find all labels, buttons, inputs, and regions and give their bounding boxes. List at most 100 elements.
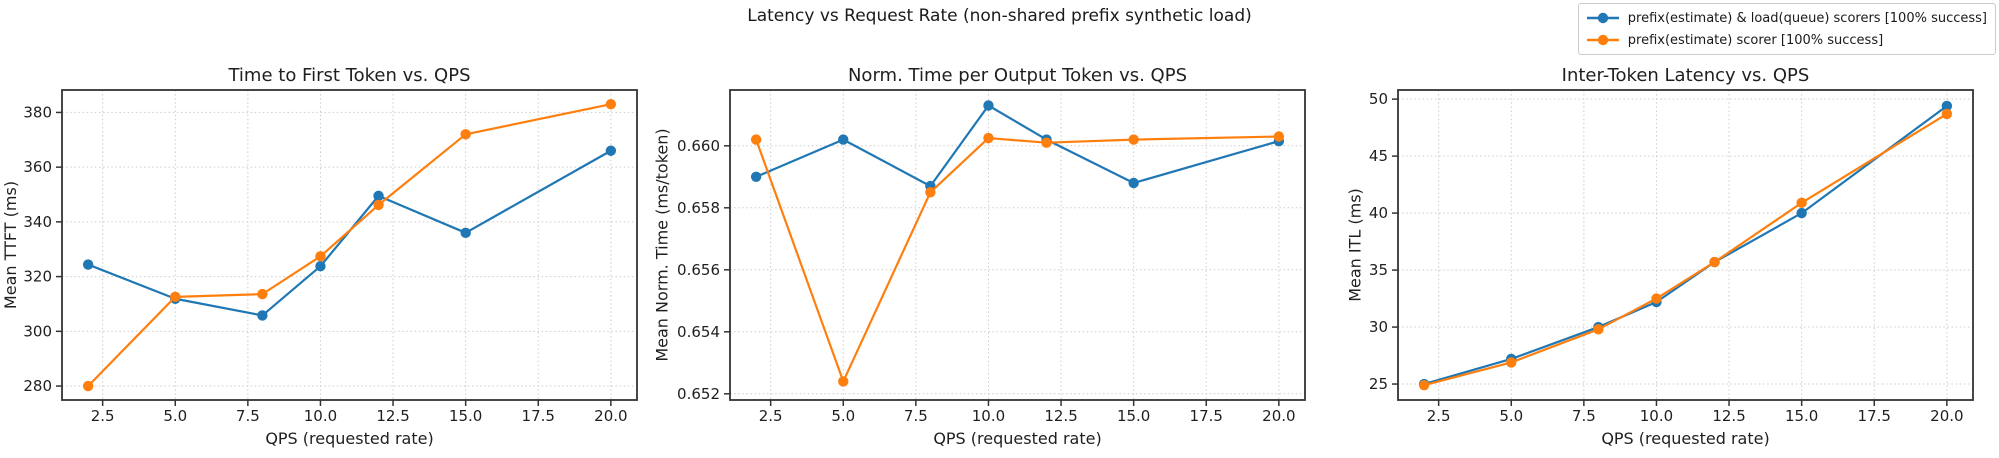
y-tick-label: 30: [1369, 318, 1388, 336]
legend-label: prefix(estimate) & load(queue) scorers […: [1627, 10, 1987, 26]
data-point-marker: [1273, 131, 1285, 142]
x-tick-label: 7.5: [236, 407, 260, 425]
y-tick-label: 0.660: [677, 137, 720, 155]
data-point-marker: [1593, 324, 1604, 335]
x-tick-label: 20.0: [1930, 407, 1963, 425]
data-point-marker: [315, 251, 326, 262]
y-tick-label: 320: [23, 268, 52, 286]
data-point-marker: [257, 288, 268, 300]
y-tick-label: 0.658: [677, 199, 720, 217]
data-point-marker: [983, 100, 994, 111]
data-point-marker: [1506, 357, 1517, 368]
y-tick-label: 280: [23, 377, 52, 395]
x-tick-label: 17.5: [1190, 407, 1223, 425]
x-tick-label: 2.5: [91, 407, 115, 425]
subplot-itl: 2.5 5.0 7.5 10.0 12.5 15.0 17.5 20.0 25 30 35 40 45 5…: [1345, 65, 1974, 448]
data-point-marker: [750, 171, 762, 182]
x-axis-label: QPS (requested rate): [265, 429, 433, 448]
x-tick-label: 5.0: [1499, 407, 1523, 425]
subplot-ntpot: 2.5 5.0 7.5 10.0 12.5 15.0 17.5 20.0 0.652 0.654 0…: [653, 65, 1306, 448]
axes-frame: [729, 89, 1306, 401]
y-tick-label: 300: [23, 322, 52, 340]
data-point-marker: [460, 129, 471, 140]
x-tick-label: 15.0: [1117, 407, 1150, 425]
subplot-ttft: 2.5 5.0 7.5 10.0 12.5 15.0 17.5 20.0 280 300 320 34…: [1, 65, 638, 448]
y-axis-label: Mean ITL (ms): [1345, 188, 1364, 302]
figure-title: Latency vs Request Rate (non-shared pref…: [747, 6, 1252, 26]
series-line-1: [87, 103, 612, 388]
data-point-marker: [373, 199, 384, 211]
data-point-marker: [1796, 197, 1807, 209]
data-point-marker: [315, 261, 326, 272]
x-tick-label: 15.0: [449, 407, 482, 425]
x-tick-label: 17.5: [522, 407, 555, 425]
y-tick-label: 360: [23, 158, 52, 176]
y-tick-label: 380: [23, 103, 52, 121]
x-tick-label: 10.0: [304, 407, 337, 425]
x-tick-label: 10.0: [972, 407, 1005, 425]
x-tick-label: 20.0: [594, 407, 627, 425]
data-point-marker: [1941, 100, 1953, 112]
y-tick-label: 35: [1369, 261, 1388, 279]
y-tick-label: 25: [1369, 375, 1388, 393]
x-tick-label: 7.5: [1572, 407, 1596, 425]
x-axis-label: QPS (requested rate): [1601, 429, 1769, 448]
x-tick-label: 17.5: [1858, 407, 1891, 425]
data-point-marker: [750, 134, 762, 145]
x-tick-label: 10.0: [1640, 407, 1673, 425]
series-line-1: [755, 135, 1280, 383]
data-point-marker: [1128, 177, 1139, 189]
data-point-marker: [1796, 207, 1807, 219]
y-tick-label: 45: [1369, 147, 1388, 165]
data-point-marker: [460, 227, 471, 239]
data-point-marker: [1041, 137, 1052, 148]
data-point-marker: [257, 310, 268, 321]
data-point-marker: [838, 134, 849, 145]
y-tick-label: 50: [1369, 90, 1388, 108]
legend-item: prefix(estimate) scorer [100% success]: [1586, 30, 1987, 50]
data-point-marker: [838, 376, 849, 387]
data-point-marker: [1941, 108, 1953, 120]
series-line-0: [87, 149, 612, 317]
data-point-marker: [170, 291, 181, 303]
data-point-marker: [373, 190, 384, 202]
axes-frame: [1397, 89, 1974, 401]
y-tick-label: 0.652: [677, 385, 720, 403]
x-tick-label: 12.5: [1712, 407, 1745, 425]
series-line-0: [1423, 104, 1948, 386]
y-tick-label: 40: [1369, 204, 1388, 222]
x-tick-label: 15.0: [1785, 407, 1818, 425]
y-axis-label: Mean Norm. Time (ms/token): [653, 128, 672, 361]
x-tick-label: 2.5: [1427, 407, 1451, 425]
x-tick-label: 12.5: [376, 407, 409, 425]
subplot-title: Norm. Time per Output Token vs. QPS: [848, 65, 1187, 86]
data-point-marker: [605, 145, 617, 156]
data-point-marker: [82, 380, 94, 392]
y-tick-label: 0.656: [677, 261, 720, 279]
x-tick-label: 5.0: [831, 407, 855, 425]
data-point-marker: [82, 259, 94, 270]
legend-item: prefix(estimate) & load(queue) scorers […: [1586, 8, 1987, 28]
legend-label: prefix(estimate) scorer [100% success]: [1627, 32, 1884, 48]
subplot-title: Time to First Token vs. QPS: [227, 65, 470, 86]
axes-frame: [61, 89, 638, 401]
subplot-title: Inter-Token Latency vs. QPS: [1562, 65, 1810, 86]
legend-box: prefix(estimate) & load(queue) scorers […: [1577, 3, 1996, 55]
data-point-marker: [1418, 379, 1430, 391]
data-point-marker: [1651, 293, 1662, 304]
series-line-1: [1423, 112, 1948, 387]
x-tick-label: 5.0: [163, 407, 187, 425]
x-tick-label: 12.5: [1044, 407, 1077, 425]
x-tick-label: 7.5: [904, 407, 928, 425]
x-axis-label: QPS (requested rate): [933, 429, 1101, 448]
x-tick-label: 20.0: [1262, 407, 1295, 425]
y-axis-label: Mean TTFT (ms): [1, 181, 20, 309]
x-tick-label: 2.5: [759, 407, 783, 425]
data-point-marker: [983, 132, 994, 144]
y-tick-label: 0.654: [677, 323, 720, 341]
data-point-marker: [1709, 256, 1720, 268]
data-point-marker: [1128, 134, 1139, 145]
y-tick-label: 340: [23, 213, 52, 231]
